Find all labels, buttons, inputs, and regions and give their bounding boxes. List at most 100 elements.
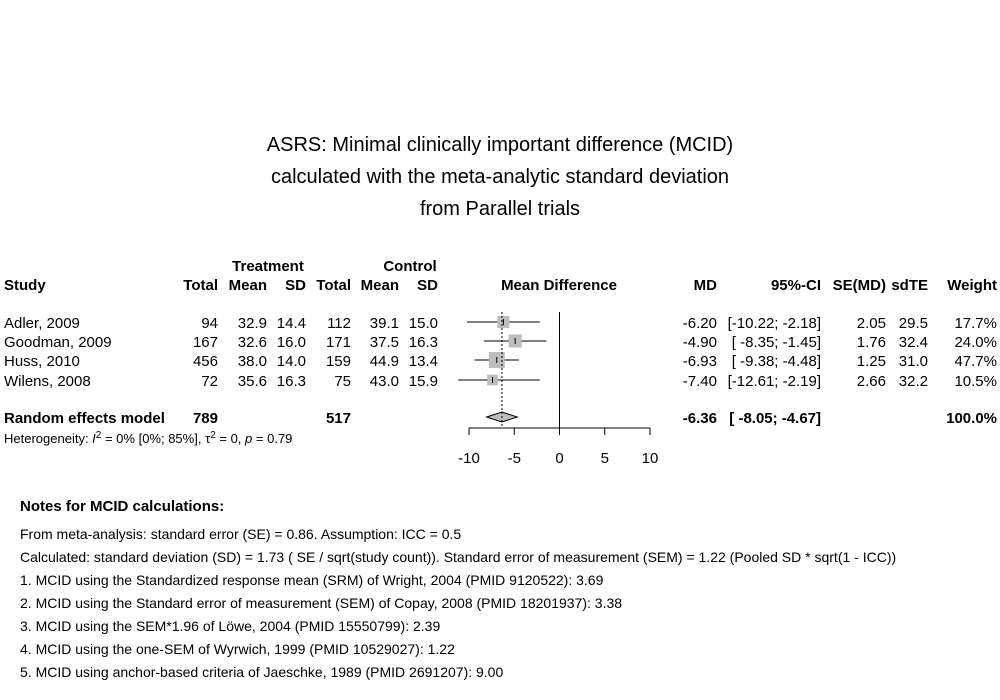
- treatment-sd: 16.3: [277, 373, 306, 390]
- treatment-total: 72: [201, 373, 218, 390]
- weight-value: 24.0%: [954, 334, 997, 351]
- notes-lines: From meta-analysis: standard error (SE) …: [20, 523, 990, 684]
- control-sd: 13.4: [409, 353, 438, 370]
- header-total-treatment: Total: [183, 277, 218, 294]
- x-axis-tick-label: 0: [555, 450, 563, 467]
- weight-value: 47.7%: [954, 353, 997, 370]
- heterogeneity-text: Heterogeneity: I2 = 0% [0%; 85%], τ2 = 0…: [4, 430, 292, 446]
- study-row: Wilens, 2008 72 35.6 16.3 75 43.0 15.9 -7.40 [-1…: [4, 373, 997, 390]
- p-value: = 0.79: [252, 431, 292, 446]
- control-sd: 16.3: [409, 334, 438, 351]
- header-se: SE(MD): [833, 277, 886, 294]
- pooled-md-value: -6.36: [683, 410, 717, 427]
- note-line: 3. MCID using the SEM*1.96 of Löwe, 2004…: [20, 618, 441, 634]
- se-value: 2.05: [857, 315, 886, 332]
- treatment-mean: 32.9: [238, 315, 267, 332]
- p-symbol: p: [244, 431, 252, 446]
- ci-value: [ -8.35; -1.45]: [732, 334, 821, 351]
- control-mean: 44.9: [370, 353, 399, 370]
- ci-value: [ -9.38; -4.48]: [732, 353, 821, 370]
- header-md: MD: [694, 277, 717, 294]
- pooled-weight-value: 100.0%: [946, 410, 997, 427]
- header-ci: 95%-CI: [771, 277, 821, 294]
- sdte-value: 31.0: [899, 353, 928, 370]
- treatment-sd: 16.0: [277, 334, 306, 351]
- note-line: Calculated: standard deviation (SD) = 1.…: [20, 549, 897, 565]
- x-axis-tick-label: 10: [642, 450, 659, 467]
- chart-title-line-1: ASRS: Minimal clinically important diffe…: [267, 134, 733, 156]
- header-sdte: sdTE: [891, 277, 928, 294]
- control-total: 159: [326, 353, 351, 370]
- treatment-total: 94: [201, 315, 218, 332]
- control-total: 75: [334, 373, 351, 390]
- control-sd: 15.9: [409, 373, 438, 390]
- md-value: -6.20: [683, 315, 717, 332]
- control-total: 171: [326, 334, 351, 351]
- pooled-control-total: 517: [326, 410, 351, 427]
- treatment-sd: 14.0: [277, 353, 306, 370]
- tau-value: = 0,: [216, 431, 245, 446]
- sdte-value: 32.4: [899, 334, 928, 351]
- pooled-row: Random effects model 789 517 -6.36 [ -8.05; …: [4, 410, 997, 427]
- study-name: Huss, 2010: [4, 353, 80, 370]
- pooled-treatment-total: 789: [193, 410, 218, 427]
- md-value: -6.93: [683, 353, 717, 370]
- header-weight: Weight: [947, 277, 997, 294]
- x-axis-tick-label: -5: [508, 450, 521, 467]
- i2-superscript: 2: [96, 430, 102, 441]
- treatment-sd: 14.4: [277, 315, 306, 332]
- header-mean-difference: Mean Difference: [501, 277, 617, 294]
- study-name: Adler, 2009: [4, 315, 80, 332]
- header-total-control: Total: [316, 277, 351, 294]
- x-axis-tick-label: 5: [601, 450, 609, 467]
- treatment-mean: 38.0: [238, 353, 267, 370]
- control-mean: 39.1: [370, 315, 399, 332]
- note-line: 5. MCID using anchor-based criteria of J…: [20, 664, 504, 680]
- md-value: -7.40: [683, 373, 717, 390]
- se-value: 1.25: [857, 353, 886, 370]
- treatment-total: 456: [193, 353, 218, 370]
- control-sd: 15.0: [409, 315, 438, 332]
- note-line: From meta-analysis: standard error (SE) …: [20, 526, 462, 542]
- study-row: Huss, 2010 456 38.0 14.0 159 44.9 13.4 -6.93 [ -…: [4, 352, 997, 370]
- treatment-group-header: Treatment: [232, 258, 304, 275]
- notes-title: Notes for MCID calculations:: [20, 498, 225, 515]
- tau-superscript: 2: [210, 430, 216, 441]
- md-value: -4.90: [683, 334, 717, 351]
- note-line: 2. MCID using the Standard error of meas…: [20, 595, 623, 611]
- weight-value: 10.5%: [954, 373, 997, 390]
- sdte-value: 32.2: [899, 373, 928, 390]
- i2-symbol: I: [92, 431, 96, 446]
- sdte-value: 29.5: [899, 315, 928, 332]
- heterogeneity-prefix: Heterogeneity:: [4, 431, 92, 446]
- header-study: Study: [4, 277, 46, 294]
- treatment-mean: 35.6: [238, 373, 267, 390]
- i2-value: = 0% [0%; 85%],: [101, 431, 205, 446]
- header-sd-control: SD: [417, 277, 438, 294]
- tau-symbol: τ: [205, 431, 211, 446]
- chart-title-line-3: from Parallel trials: [420, 198, 580, 220]
- ci-value: [-10.22; -2.18]: [728, 315, 821, 332]
- ci-value: [-12.61; -2.19]: [728, 373, 821, 390]
- control-mean: 43.0: [370, 373, 399, 390]
- study-row: Adler, 2009 94 32.9 14.4 112 39.1 15.0 -6.20 [-1…: [4, 315, 997, 332]
- note-line: 4. MCID using the one-SEM of Wyrwich, 19…: [20, 641, 455, 657]
- header-sd-treatment: SD: [285, 277, 306, 294]
- chart-title-line-2: calculated with the meta-analytic standa…: [271, 166, 729, 188]
- weight-value: 17.7%: [954, 315, 997, 332]
- treatment-mean: 32.6: [238, 334, 267, 351]
- treatment-total: 167: [193, 334, 218, 351]
- pooled-label: Random effects model: [4, 410, 165, 427]
- mcid-notes: Notes for MCID calculations: From meta-a…: [20, 498, 990, 684]
- control-total: 112: [327, 315, 351, 332]
- se-value: 1.76: [857, 334, 886, 351]
- x-axis-tick-label: -10: [458, 450, 480, 467]
- study-name: Wilens, 2008: [4, 373, 91, 390]
- control-mean: 37.5: [370, 334, 399, 351]
- control-group-header: Control: [383, 258, 436, 275]
- pooled-ci-value: [ -8.05; -4.67]: [729, 410, 821, 427]
- header-mean-treatment: Mean: [229, 277, 267, 294]
- study-row: Goodman, 2009 167 32.6 16.0 171 37.5 16.3 -4.90…: [4, 334, 997, 351]
- note-line: 1. MCID using the Standardized response …: [20, 572, 604, 588]
